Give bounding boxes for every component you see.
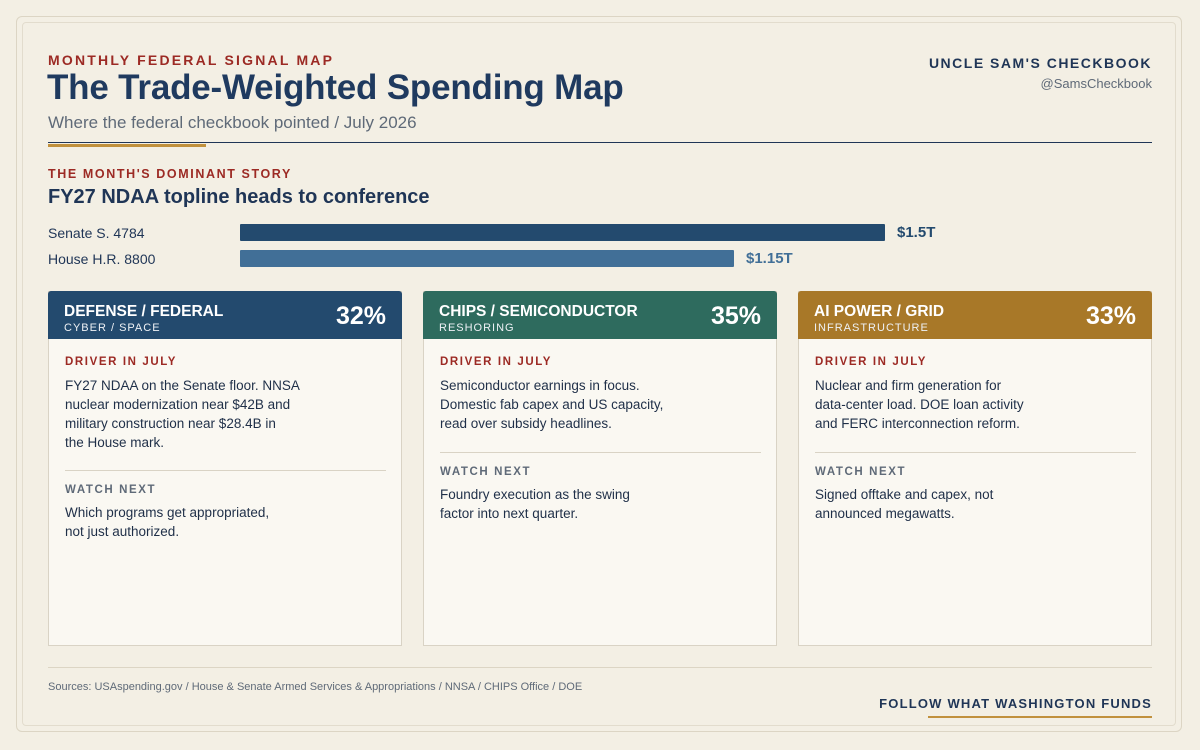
header-accent-rule: [48, 144, 206, 147]
driver-text: Semiconductor earnings in focus. Domesti…: [440, 376, 680, 433]
text-line: not just authorized.: [65, 524, 180, 539]
watch-text: Foundry execution as the swing factor in…: [440, 485, 680, 523]
footer-divider: [48, 667, 1152, 668]
card-subtitle: INFRASTRUCTURE: [814, 322, 929, 334]
card-header: CHIPS / SEMICONDUCTOR RESHORING 35%: [423, 291, 777, 339]
card-percent: 33%: [1085, 302, 1136, 330]
driver-label: DRIVER IN JULY: [65, 356, 178, 368]
bar-label: Senate S. 4784: [48, 225, 145, 241]
driver-text: Nuclear and firm generation for data-cen…: [815, 376, 1055, 433]
watch-label: WATCH NEXT: [440, 466, 532, 478]
watch-text: Signed offtake and capex, not announced …: [815, 485, 1055, 523]
text-line: Signed offtake and capex, not: [815, 487, 994, 502]
watch-label: WATCH NEXT: [65, 484, 157, 496]
text-line: Which programs get appropriated,: [65, 505, 270, 520]
text-line: and FERC interconnection reform.: [815, 416, 1020, 431]
brand-handle[interactable]: @SamsCheckbook: [1040, 76, 1152, 91]
card-defense: DEFENSE / FEDERAL CYBER / SPACE 32% DRIV…: [48, 291, 402, 646]
text-line: announced megawatts.: [815, 506, 955, 521]
follow-cta[interactable]: FOLLOW WHAT WASHINGTON FUNDS: [879, 696, 1152, 711]
topline-bar-senate: Senate S. 4784 $1.5T: [48, 224, 1152, 244]
inner-frame: [22, 22, 1176, 726]
brand-name: UNCLE SAM'S CHECKBOOK: [928, 55, 1152, 71]
text-line: Semiconductor earnings in focus.: [440, 378, 640, 393]
sources-note: Sources: USAspending.gov / House & Senat…: [48, 681, 583, 693]
text-line: data-center load. DOE loan activity: [815, 397, 1024, 412]
card-subtitle: CYBER / SPACE: [64, 322, 161, 334]
card-subtitle: RESHORING: [439, 322, 515, 334]
card-name: AI POWER / GRID: [814, 303, 945, 320]
watch-text: Which programs get appropriated, not jus…: [65, 503, 305, 541]
text-line: nuclear modernization near $42B and: [65, 397, 291, 412]
story-title: FY27 NDAA topline heads to conference: [48, 186, 430, 208]
follow-underline: [928, 716, 1152, 718]
text-line: Foundry execution as the swing: [440, 487, 630, 502]
driver-label: DRIVER IN JULY: [440, 356, 553, 368]
brand-block: UNCLE SAM'S CHECKBOOK @SamsCheckbook: [929, 55, 1152, 91]
page-subtitle: Where the federal checkbook pointed / Ju…: [48, 113, 417, 132]
topline-bar-house: House H.R. 8800 $1.15T: [48, 250, 1152, 270]
bar-value: $1.15T: [746, 250, 793, 267]
watch-label: WATCH NEXT: [815, 466, 907, 478]
bar-fill: [240, 250, 734, 267]
card-divider: [815, 452, 1136, 453]
bar-fill: [240, 224, 885, 241]
card-divider: [440, 452, 761, 453]
header-kicker: MONTHLY FEDERAL SIGNAL MAP: [48, 52, 335, 68]
header-divider: [48, 142, 1152, 143]
page-title: The Trade-Weighted Spending Map: [47, 68, 624, 107]
card-percent: 35%: [710, 302, 761, 330]
card-name: DEFENSE / FEDERAL: [64, 303, 224, 320]
text-line: factor into next quarter.: [440, 506, 579, 521]
card-header: AI POWER / GRID INFRASTRUCTURE 33%: [798, 291, 1152, 339]
card-divider: [65, 470, 386, 471]
story-kicker: THE MONTH'S DOMINANT STORY: [48, 167, 292, 181]
driver-text: FY27 NDAA on the Senate floor. NNSA nucl…: [65, 376, 305, 452]
text-line: the House mark.: [65, 435, 165, 450]
outer-frame: [16, 16, 1182, 732]
driver-label: DRIVER IN JULY: [815, 356, 928, 368]
card-ai-power: AI POWER / GRID INFRASTRUCTURE 33% DRIVE…: [798, 291, 1152, 646]
card-header: DEFENSE / FEDERAL CYBER / SPACE 32%: [48, 291, 402, 339]
text-line: military construction near $28.4B in: [65, 416, 276, 431]
text-line: Nuclear and firm generation for: [815, 378, 1002, 393]
text-line: FY27 NDAA on the Senate floor. NNSA: [65, 378, 300, 393]
bar-value: $1.5T: [897, 224, 936, 241]
text-line: read over subsidy headlines.: [440, 416, 612, 431]
bar-label: House H.R. 8800: [48, 251, 156, 267]
text-line: Domestic fab capex and US capacity,: [440, 397, 664, 412]
card-name: CHIPS / SEMICONDUCTOR: [439, 303, 638, 320]
card-chips: CHIPS / SEMICONDUCTOR RESHORING 35% DRIV…: [423, 291, 777, 646]
card-percent: 32%: [335, 302, 386, 330]
